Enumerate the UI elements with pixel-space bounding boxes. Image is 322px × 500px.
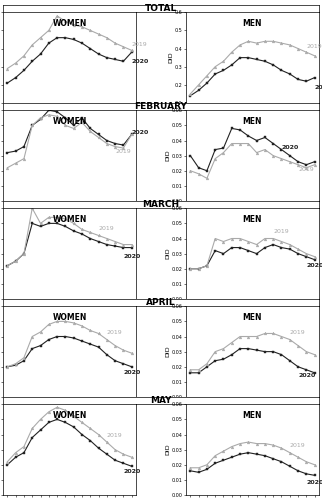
Text: 2020: 2020 bbox=[123, 254, 141, 258]
Text: 2019: 2019 bbox=[115, 149, 131, 154]
Text: MEN: MEN bbox=[243, 214, 262, 224]
Text: 2019: 2019 bbox=[290, 443, 306, 448]
Text: 2019: 2019 bbox=[107, 432, 123, 438]
Text: MEN: MEN bbox=[243, 410, 262, 420]
Text: WOMEN: WOMEN bbox=[52, 214, 87, 224]
Y-axis label: DID: DID bbox=[166, 150, 170, 162]
Text: MARCH: MARCH bbox=[142, 200, 180, 209]
Text: 2020: 2020 bbox=[123, 370, 141, 375]
Text: TOTAL: TOTAL bbox=[145, 4, 177, 14]
Y-axis label: DID: DID bbox=[166, 346, 170, 358]
Text: WOMEN: WOMEN bbox=[52, 18, 87, 28]
Text: 2020: 2020 bbox=[306, 262, 322, 268]
Y-axis label: DID: DID bbox=[169, 52, 174, 64]
Text: MAY: MAY bbox=[150, 396, 172, 406]
Text: 2019: 2019 bbox=[99, 226, 114, 231]
Text: 2019: 2019 bbox=[132, 42, 147, 46]
Text: MEN: MEN bbox=[243, 18, 262, 28]
Text: MEN: MEN bbox=[243, 116, 262, 126]
Text: WOMEN: WOMEN bbox=[52, 116, 87, 126]
Text: 2020: 2020 bbox=[132, 130, 149, 135]
Y-axis label: DID: DID bbox=[166, 444, 170, 456]
Text: WOMEN: WOMEN bbox=[52, 410, 87, 420]
Text: 2019: 2019 bbox=[107, 330, 123, 335]
Text: 2020: 2020 bbox=[281, 145, 299, 150]
Text: 2019: 2019 bbox=[290, 330, 306, 335]
Text: 2020: 2020 bbox=[123, 470, 141, 474]
Text: APRIL: APRIL bbox=[146, 298, 176, 308]
Text: 2020: 2020 bbox=[306, 480, 322, 485]
Text: WOMEN: WOMEN bbox=[52, 312, 87, 322]
Text: MEN: MEN bbox=[243, 312, 262, 322]
Text: 2019: 2019 bbox=[306, 44, 322, 49]
Text: 2020: 2020 bbox=[315, 85, 322, 90]
Text: FEBRUARY: FEBRUARY bbox=[135, 102, 187, 112]
Y-axis label: DID: DID bbox=[166, 248, 170, 260]
Text: 2019: 2019 bbox=[273, 229, 289, 234]
Text: 2020: 2020 bbox=[298, 373, 315, 378]
Text: 2020: 2020 bbox=[132, 60, 149, 64]
Text: 2019: 2019 bbox=[298, 168, 314, 172]
